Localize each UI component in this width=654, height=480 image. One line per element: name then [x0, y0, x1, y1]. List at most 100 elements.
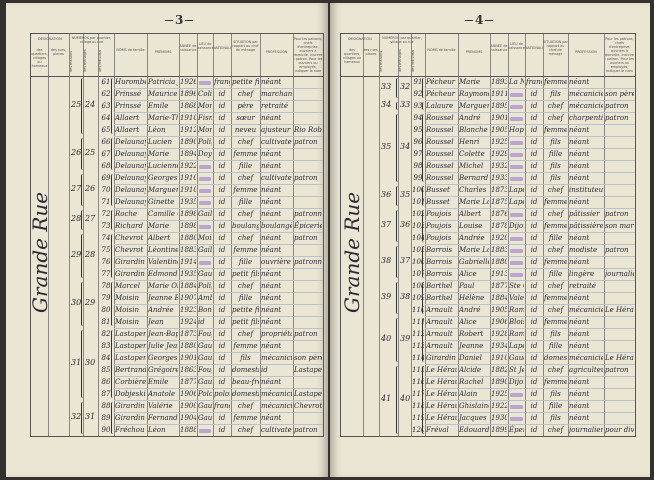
profession: néant	[569, 138, 590, 146]
surname: Roussel	[426, 150, 454, 158]
nationality: id	[218, 174, 226, 182]
stamp-mark	[510, 393, 523, 397]
household-situation: chef	[547, 426, 564, 434]
row-rule	[425, 364, 635, 365]
profession: néant	[569, 198, 590, 206]
employer-note: son mari	[605, 222, 634, 230]
household-number: 27	[85, 214, 96, 223]
given-name: Marie	[148, 222, 170, 230]
individual-number: 93	[413, 102, 423, 110]
given-name: Georges	[148, 174, 178, 182]
profession: cultivateur fermier	[261, 426, 292, 434]
household-situation: femme	[233, 150, 258, 158]
row-rule	[425, 136, 635, 137]
profession: marchand ambulant	[261, 90, 292, 98]
household-situation: fille	[548, 270, 563, 278]
header-lieu: LIEU de naissance	[197, 42, 213, 50]
row-rule	[114, 412, 323, 413]
given-name: Alcide	[459, 366, 482, 374]
column-divider	[568, 34, 569, 436]
given-name: Blanche	[459, 126, 488, 134]
individual-number: 68	[101, 162, 111, 170]
household-situation: fils	[550, 138, 561, 146]
census-table: DÉSIGNATION des quartiers, villages ou ha…	[28, 33, 324, 437]
birth-year: 1875	[491, 198, 507, 206]
header-designation-rues: des rues, places	[50, 48, 67, 56]
header-designation: DÉSIGNATION	[348, 37, 372, 41]
nationality: id	[218, 114, 226, 122]
birthplace: Ambérieu	[198, 294, 212, 302]
column-divider	[179, 34, 180, 436]
profession: néant	[569, 378, 590, 386]
row-rule	[425, 412, 635, 413]
birth-year: 1896	[180, 90, 196, 98]
household-number: 24	[85, 100, 96, 109]
profession: néant	[569, 126, 590, 134]
row-rule	[425, 268, 635, 269]
individual-number: 99	[413, 174, 423, 182]
header-prenoms: PRÉNOMS	[465, 50, 483, 54]
row-rule	[425, 160, 635, 161]
profession: pâtissier	[569, 210, 600, 218]
individual-number: 71	[101, 198, 111, 206]
group-brace	[396, 114, 400, 182]
stamp-mark	[199, 429, 211, 433]
row-rule	[425, 172, 635, 173]
nationality: id	[218, 354, 226, 362]
household-situation: chef	[547, 114, 564, 122]
row-rule	[425, 244, 635, 245]
birth-year: 1880	[180, 234, 196, 242]
header-designation-rues: des rues, places	[363, 48, 379, 56]
individual-number: 67	[101, 150, 111, 158]
nationality: id	[530, 306, 538, 314]
birth-year: 1911	[491, 90, 507, 98]
header-situation: SITUATION par rapport au chef de ménage	[232, 40, 259, 52]
surname: Roussel	[426, 138, 454, 146]
given-name: Valentine	[148, 258, 178, 266]
birthplace: Gaillac	[198, 246, 212, 254]
individual-number: 82	[101, 330, 111, 338]
employer-note: patron	[294, 330, 318, 338]
birth-year: 1880	[491, 258, 507, 266]
birth-year: 1935	[180, 198, 196, 206]
individual-number: 65	[101, 126, 111, 134]
group-brace	[396, 186, 400, 206]
given-name: Alice	[459, 318, 477, 326]
individual-number: 102	[412, 210, 424, 218]
given-name: Daniel	[459, 354, 482, 362]
header-designation-quartiers: des quartiers, villages ou hameaux	[342, 48, 362, 64]
given-name: Patricia Jeanne	[148, 78, 178, 86]
surname: Delaunay	[115, 186, 146, 194]
surname: Le Hérault	[426, 402, 457, 410]
birthplace: Montargis	[198, 102, 212, 110]
right-page: 4 DÉSIGNATION des quartiers, villages ou …	[330, 3, 650, 477]
birthplace: Fougerolles	[198, 330, 212, 338]
row-rule	[425, 124, 635, 125]
stamp-mark	[199, 261, 211, 265]
employer-note: patron	[605, 114, 629, 122]
individual-number: 79	[101, 294, 111, 302]
surname: Dobjeski	[115, 390, 146, 398]
individual-number: 78	[101, 282, 111, 290]
stamp-mark	[510, 105, 523, 109]
group-brace	[111, 174, 115, 206]
birth-year: 1893	[491, 78, 507, 86]
given-name: André	[459, 306, 481, 314]
nationality: id	[530, 354, 538, 362]
nationality: id	[218, 330, 226, 338]
surname: Moisin	[115, 294, 139, 302]
surname: Richard	[115, 222, 143, 230]
header-numero-3: des individus	[98, 49, 102, 73]
nationality: française	[214, 402, 230, 410]
birthplace: Lapeyre	[509, 186, 524, 194]
birth-year: 1923	[180, 306, 196, 314]
birthplace: Dijon	[509, 222, 524, 230]
household-number: 29	[85, 298, 96, 307]
birth-year: 1873	[180, 330, 196, 338]
group-brace	[81, 330, 85, 398]
birth-year: 1890	[180, 138, 196, 146]
household-number: 32	[400, 82, 411, 91]
group-brace	[422, 102, 426, 110]
birth-year: 1935	[180, 270, 196, 278]
header-annee: ANNÉE de naissance	[490, 44, 508, 52]
